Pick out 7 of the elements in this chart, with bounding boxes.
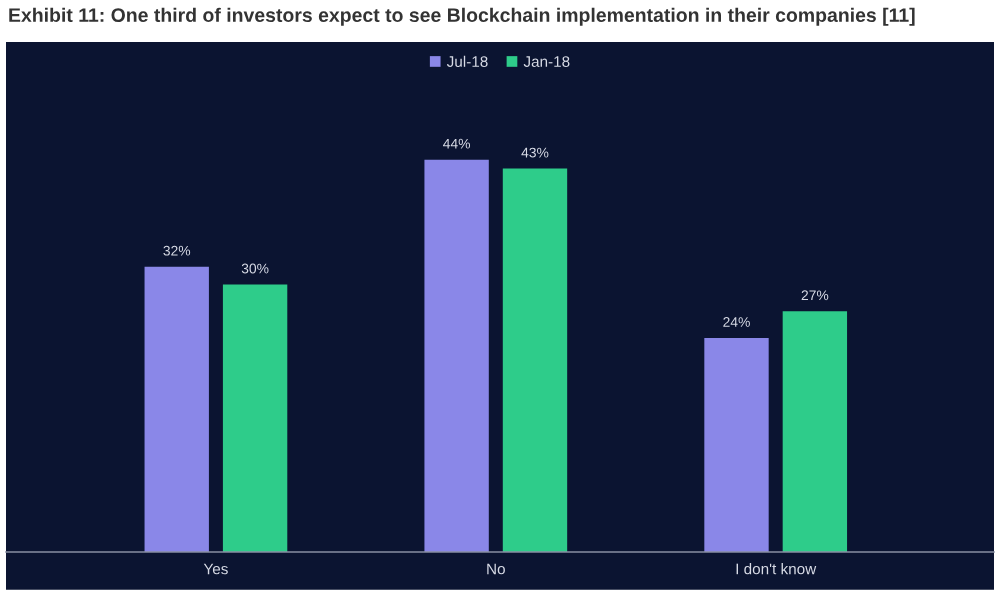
bar [424,159,489,552]
chart-title: Exhibit 11: One third of investors expect to see Blockchain implementation in their companies [11] [9,7,915,26]
bar [782,311,848,552]
bar [502,168,568,552]
bar [222,284,288,552]
bar [704,338,769,552]
bar [144,266,209,552]
